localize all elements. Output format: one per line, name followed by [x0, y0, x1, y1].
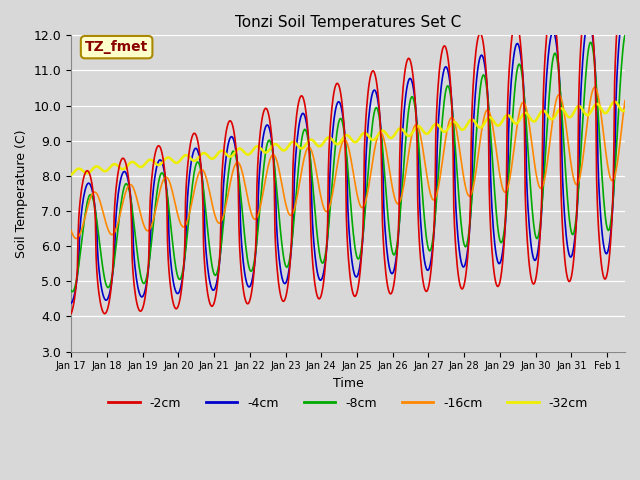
X-axis label: Time: Time — [333, 377, 364, 390]
Title: Tonzi Soil Temperatures Set C: Tonzi Soil Temperatures Set C — [235, 15, 461, 30]
Text: TZ_fmet: TZ_fmet — [85, 40, 148, 54]
Y-axis label: Soil Temperature (C): Soil Temperature (C) — [15, 129, 28, 258]
Legend: -2cm, -4cm, -8cm, -16cm, -32cm: -2cm, -4cm, -8cm, -16cm, -32cm — [103, 392, 593, 415]
